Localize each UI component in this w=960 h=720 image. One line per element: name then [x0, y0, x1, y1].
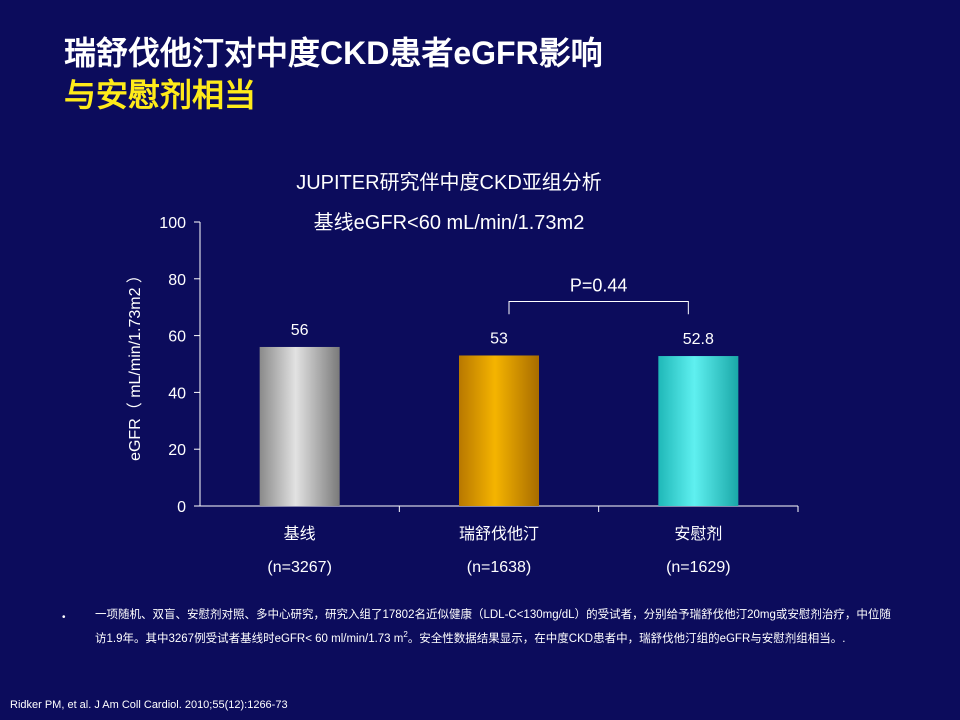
- bar-3: [658, 356, 739, 506]
- y-tick-label: 0: [177, 499, 186, 516]
- bar-2: [459, 355, 539, 506]
- category-label: 安慰剂: [674, 525, 722, 543]
- category-label: 基线: [284, 525, 316, 543]
- category-label: 瑞舒伐他汀: [459, 525, 539, 543]
- y-tick-label: 60: [168, 329, 186, 346]
- bar-1: [259, 346, 340, 506]
- chart-subtitle: 基线eGFR<60 mL/min/1.73m2: [313, 212, 585, 234]
- bar-value-label: 56: [291, 322, 309, 339]
- bar-value-label: 52.8: [683, 331, 714, 348]
- y-axis-label: eGFR（ mL/min/1.73m2 ）: [126, 267, 144, 461]
- footnote-superscript: 2: [403, 630, 408, 639]
- footnote-bullet: •: [62, 612, 66, 623]
- p-value-bracket: [508, 301, 689, 315]
- chart-bars: [259, 346, 739, 506]
- category-n-label: (n=1638): [467, 559, 532, 576]
- footnote-text: 一项随机、双盲、安慰剂对照、多中心研究，研究入组了17802名近似健康（LDL-…: [95, 609, 891, 645]
- bar-value-label: 53: [490, 330, 508, 347]
- slide-title-line2: 与安慰剂相当: [64, 77, 257, 113]
- category-n-label: (n=3267): [267, 559, 332, 576]
- chart-labels: 56 基线 (n=3267) 53 瑞舒伐他汀 (n=1638) 52.8 安慰剂 (n=162…: [267, 276, 730, 576]
- reference-citation: Ridker PM, et al. J Am Coll Cardiol. 201…: [10, 699, 288, 711]
- chart-title: JUPITER研究伴中度CKD亚组分析: [296, 172, 602, 194]
- y-tick-label: 20: [168, 442, 186, 459]
- y-tick-label: 40: [168, 385, 186, 402]
- y-tick-label: 80: [168, 272, 186, 289]
- slide-title-line1: 瑞舒伐他汀对中度CKD患者eGFR影响: [64, 35, 603, 71]
- p-value-label: P=0.44: [570, 276, 628, 296]
- y-tick-label: 100: [159, 215, 186, 232]
- category-n-label: (n=1629): [666, 559, 731, 576]
